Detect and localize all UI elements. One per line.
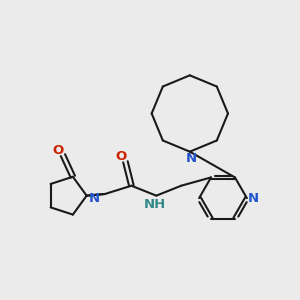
Text: N: N <box>88 193 100 206</box>
Text: O: O <box>116 150 127 164</box>
Text: NH: NH <box>143 199 166 212</box>
Text: N: N <box>247 192 258 205</box>
Text: O: O <box>52 144 64 157</box>
Text: N: N <box>186 152 197 165</box>
